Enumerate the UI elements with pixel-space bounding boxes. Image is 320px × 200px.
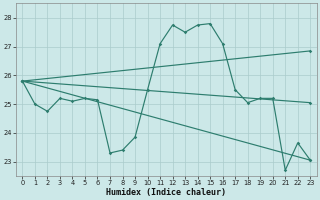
X-axis label: Humidex (Indice chaleur): Humidex (Indice chaleur)	[106, 188, 226, 197]
